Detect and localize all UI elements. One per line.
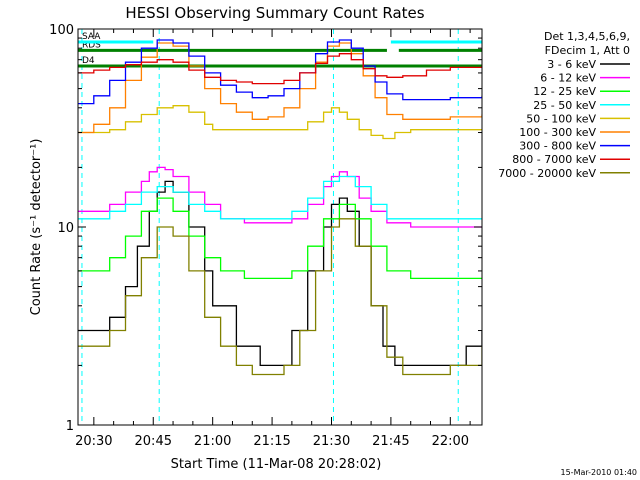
flag-rds-label: RDS xyxy=(82,40,101,50)
x-tick-label-21-30: 21:30 xyxy=(313,434,350,449)
flag-d4-label: D4 xyxy=(82,56,95,66)
y-tick-label-10: 10 xyxy=(57,221,74,236)
legend: Det 1,3,4,5,6,9,FDecim 1, Att 03 - 6 keV… xyxy=(498,30,630,180)
y-axis-label: Count Rate (s⁻¹ detector⁻¹) xyxy=(29,139,44,316)
x-tick-label-20-30: 20:30 xyxy=(75,434,112,449)
legend-label-100-300-kev: 100 - 300 keV xyxy=(519,126,596,139)
x-tick-label-22-00: 22:00 xyxy=(432,434,469,449)
chart-title: HESSI Observing Summary Count Rates xyxy=(125,4,424,22)
x-tick-label-20-45: 20:45 xyxy=(135,434,172,449)
footer-timestamp: 15-Mar-2010 01:40 xyxy=(561,468,638,477)
tick-layer: 20:30 20:45 21:00 21:15 21:30 21:45 22:00 1 10 10… xyxy=(49,23,482,449)
y-tick-label-1: 1 xyxy=(66,419,74,434)
series-line-800-7000-kev xyxy=(78,53,482,85)
flag-saa-label: SAA xyxy=(82,32,101,42)
legend-label-25-50-kev: 25 - 50 keV xyxy=(533,99,596,112)
series-line-3-6-kev xyxy=(78,180,482,367)
legend-header-line-2: FDecim 1, Att 0 xyxy=(545,44,630,57)
legend-label-800-7000-kev: 800 - 7000 keV xyxy=(512,153,596,166)
x-axis-label: Start Time (11-Mar-08 20:28:02) xyxy=(171,457,382,472)
legend-label-50-100-kev: 50 - 100 keV xyxy=(526,112,596,125)
series-line-7000-20000-kev xyxy=(78,218,482,376)
series-line-300-800-kev xyxy=(78,39,482,105)
legend-label-3-6-kev: 3 - 6 keV xyxy=(547,58,596,71)
series-line-25-50-kev xyxy=(78,175,482,220)
series-line-12-25-kev xyxy=(78,197,482,280)
series-line-100-300-kev xyxy=(78,42,482,134)
legend-label-300-800-kev: 300 - 800 keV xyxy=(519,140,596,153)
x-tick-label-21-15: 21:15 xyxy=(253,434,290,449)
x-tick-label-21-45: 21:45 xyxy=(372,434,409,449)
legend-label-7000-20000-kev: 7000 - 20000 keV xyxy=(498,167,596,180)
series-line-6-12-kev xyxy=(78,166,482,228)
series-line-50-100-kev xyxy=(78,105,482,140)
legend-header-line-1: Det 1,3,4,5,6,9, xyxy=(544,30,630,43)
legend-label-6-12-kev: 6 - 12 keV xyxy=(540,72,596,85)
y-tick-label-100: 100 xyxy=(49,23,74,38)
legend-label-12-25-kev: 12 - 25 keV xyxy=(533,85,596,98)
x-tick-label-21-00: 21:00 xyxy=(194,434,231,449)
